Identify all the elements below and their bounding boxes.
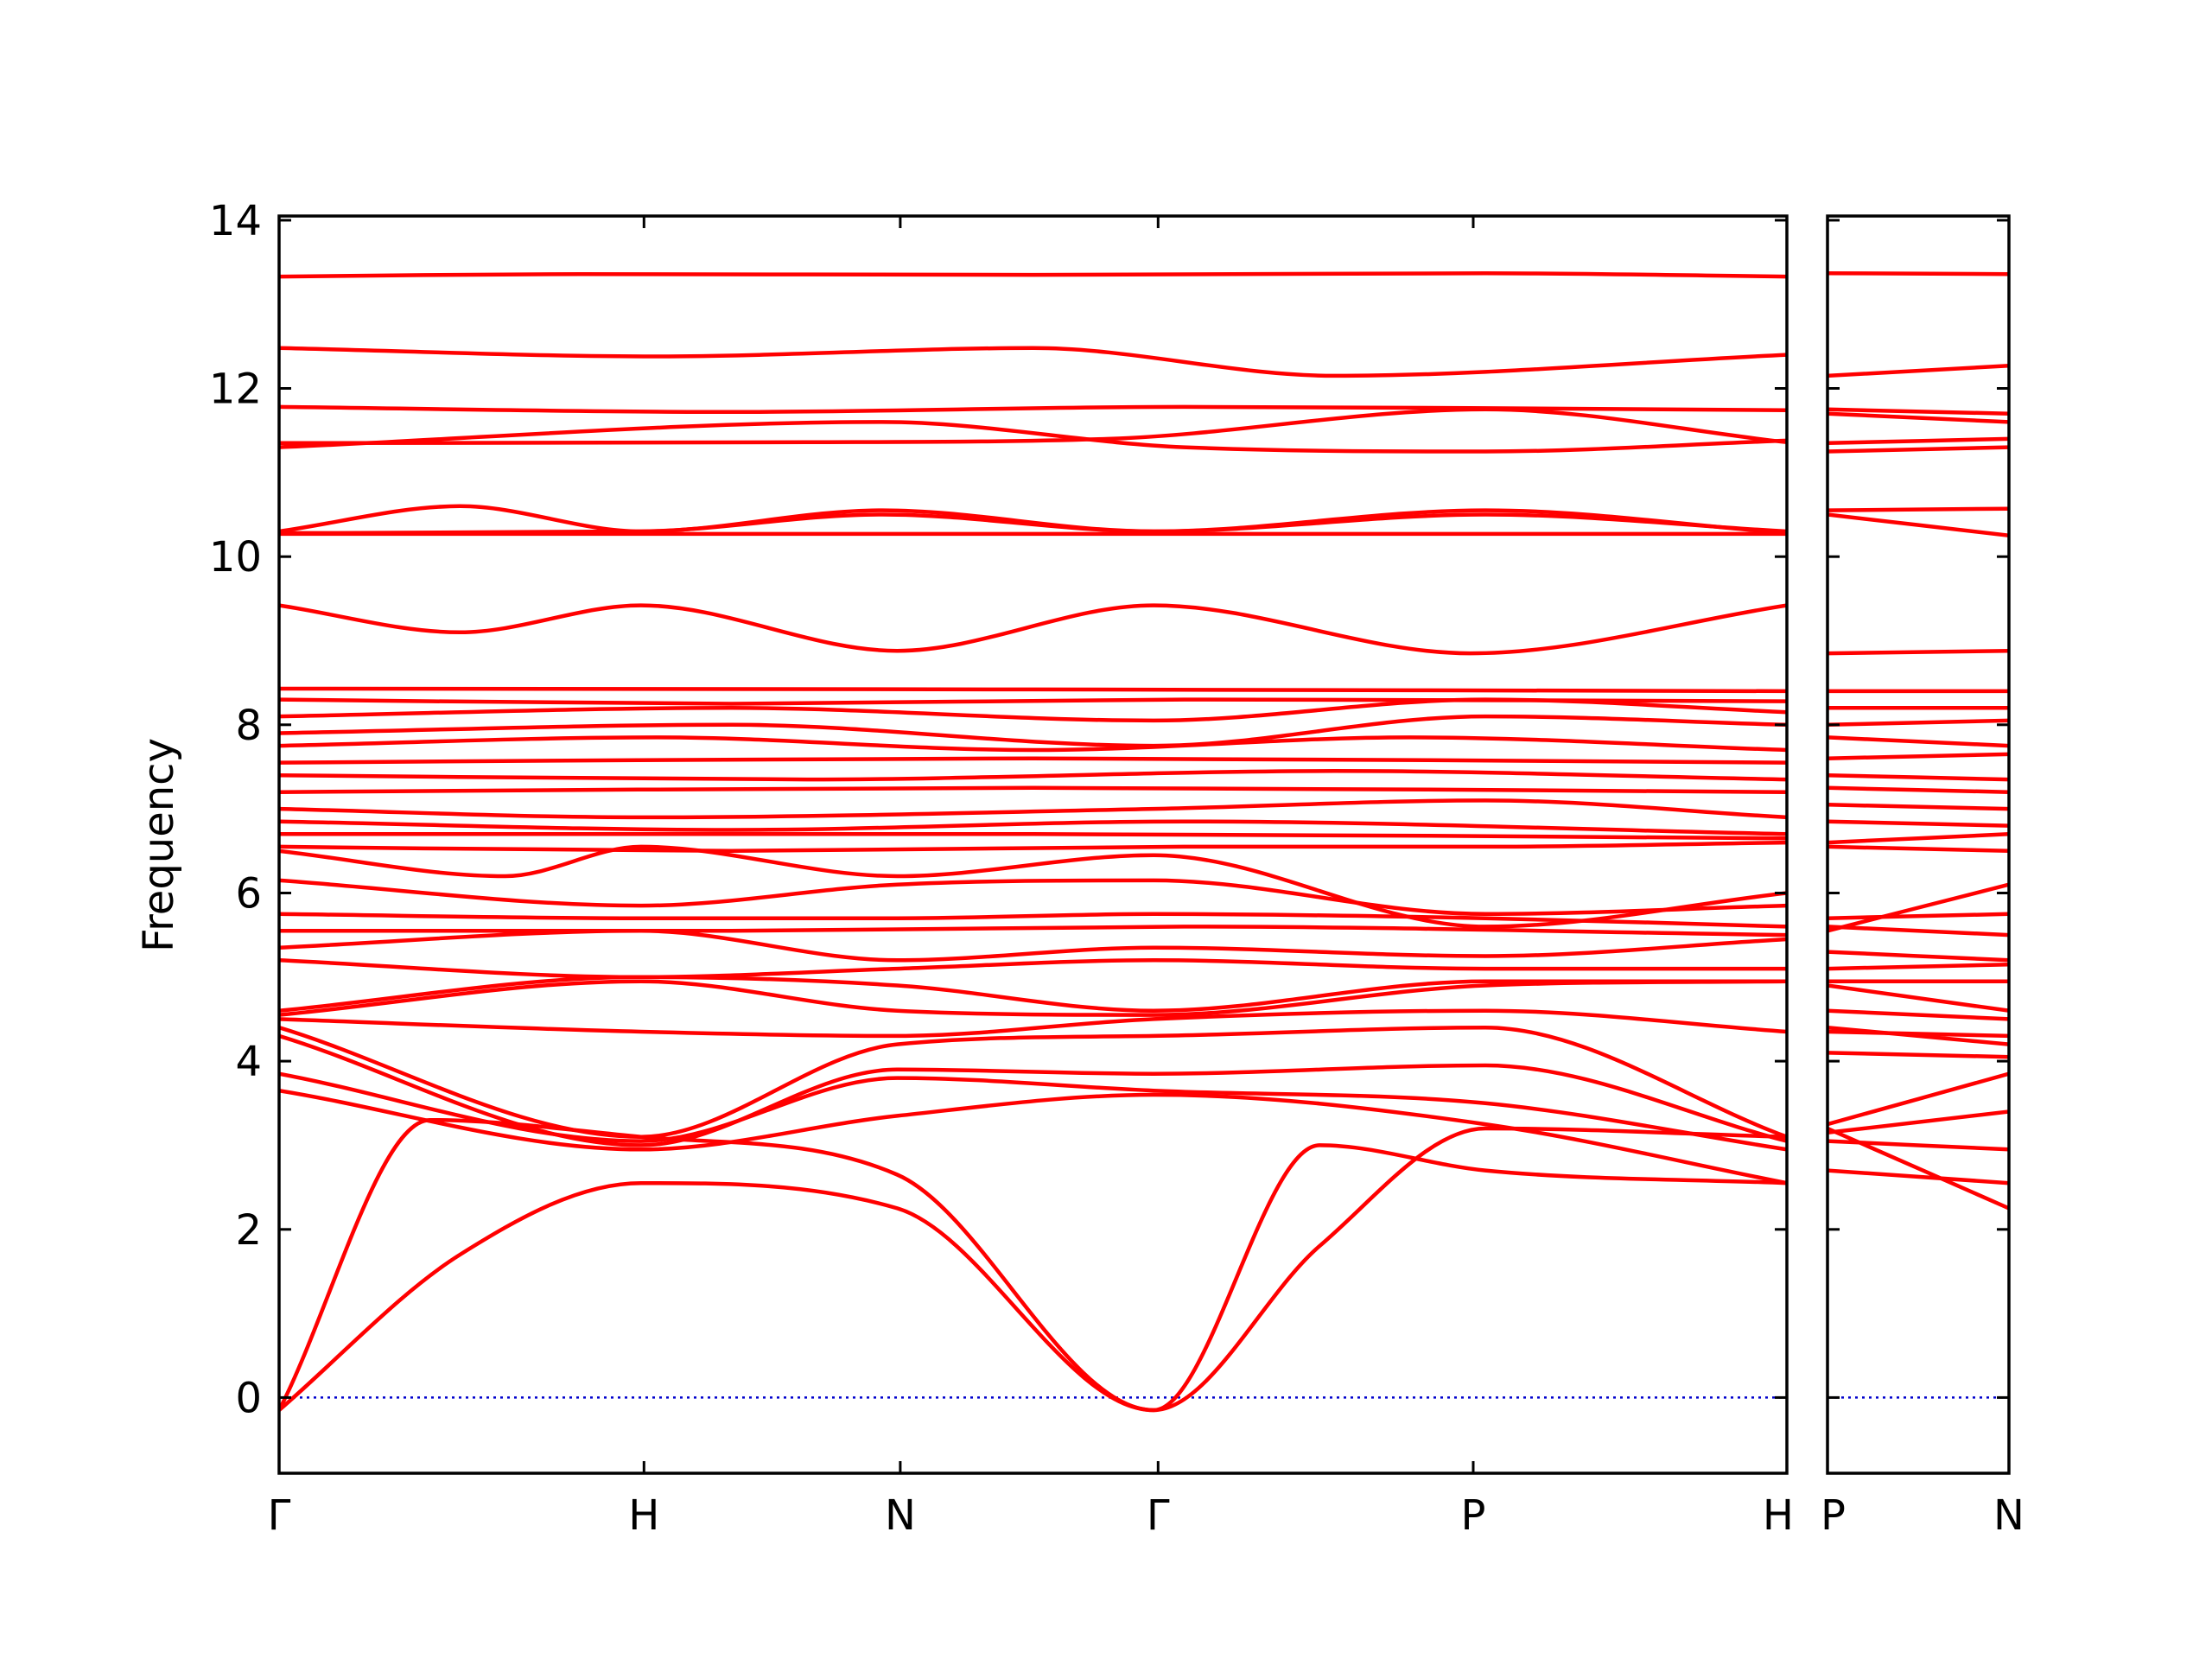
y-tick-label: 2 (235, 1206, 262, 1255)
band-24 (1827, 950, 2009, 963)
band-32 (1827, 1071, 2009, 1127)
x-tick-label: P (1461, 1491, 1486, 1540)
band-25 (279, 925, 1787, 938)
x-tick-label: Γ (1147, 1491, 1170, 1540)
band-13 (279, 714, 1787, 748)
band-10 (279, 686, 1787, 694)
x-tick-label: Γ (268, 1491, 291, 1540)
band-21 (1827, 882, 2009, 933)
band-19 (279, 819, 1787, 836)
y-tick-label: 6 (235, 870, 262, 918)
band-30 (1827, 1029, 2009, 1039)
band-2 (1827, 363, 2009, 378)
y-tick-label: 14 (209, 197, 262, 245)
band-6 (1827, 445, 2009, 454)
band-20 (1827, 844, 2009, 854)
band-5 (1827, 436, 2009, 446)
y-tick-label: 0 (235, 1374, 262, 1422)
band-14 (1827, 752, 2009, 760)
y-tick-labels: 0 2 4 6 8 10 12 14 (209, 197, 262, 1423)
band-6 (279, 504, 1787, 536)
band-36 (279, 1126, 1787, 1413)
y-tick-label: 4 (235, 1038, 262, 1086)
band-13 (1827, 735, 2009, 748)
ticks-left (277, 216, 1789, 1473)
plot-frame-left (277, 214, 1789, 1475)
band-30 (279, 1008, 1787, 1039)
band-21 (279, 840, 1787, 854)
band-22 (279, 844, 1787, 929)
band-12 (1827, 718, 2009, 728)
band-17 (1827, 803, 2009, 811)
y-tick-label: 12 (209, 365, 262, 414)
band-22 (1827, 912, 2009, 920)
plot-frame-right (1826, 214, 2011, 1475)
band-28 (1827, 1008, 2009, 1021)
band-25 (1827, 962, 2009, 971)
x-tick-label: P (1821, 1491, 1846, 1540)
band-2 (279, 346, 1787, 378)
band-26 (279, 929, 1787, 963)
bands-left (279, 270, 1787, 1413)
y-tick-label: 8 (235, 702, 262, 750)
band-1 (279, 270, 1787, 279)
x-tick-label: N (885, 1491, 916, 1540)
band-35 (1827, 1168, 2009, 1185)
band-35 (279, 1117, 1787, 1413)
band-1 (1827, 270, 2009, 276)
band-8 (1827, 512, 2009, 538)
x-tick-label: H (628, 1491, 659, 1540)
band-4 (1827, 411, 2009, 424)
band-17 (279, 785, 1787, 794)
band-12 (279, 697, 1787, 723)
band-16 (1827, 785, 2009, 794)
band-33 (279, 1071, 1787, 1152)
band-27 (279, 958, 1787, 980)
band-7 (1827, 506, 2009, 512)
band-5 (279, 420, 1787, 454)
band-24 (279, 912, 1787, 929)
band-29 (279, 979, 1787, 1017)
bands-right (1827, 270, 2009, 1211)
y-axis-label: Frequency (135, 738, 183, 952)
band-29 (1827, 1025, 2009, 1046)
band-33 (1827, 1109, 2009, 1135)
band-34 (1827, 1139, 2009, 1152)
band-23 (1827, 925, 2009, 938)
y-tick-label: 10 (209, 533, 262, 582)
band-28 (279, 975, 1787, 1013)
band-14 (279, 735, 1787, 753)
band-34 (279, 1088, 1787, 1185)
band-36 (1827, 1126, 2009, 1211)
band-31 (1827, 1051, 2009, 1059)
ticks-right (1826, 216, 2011, 1473)
band-9 (1827, 648, 2009, 656)
band-20 (279, 832, 1787, 841)
band-9 (279, 603, 1787, 656)
x-tick-label: H (1763, 1491, 1794, 1540)
band-15 (1827, 772, 2009, 782)
band-4 (279, 407, 1787, 446)
band-19 (1827, 832, 2009, 845)
band-18 (279, 798, 1787, 820)
band-15 (279, 756, 1787, 765)
band-3 (1827, 407, 2009, 416)
band-16 (279, 769, 1787, 782)
band-23 (279, 878, 1787, 917)
band-7 (279, 512, 1787, 536)
band-18 (1827, 819, 2009, 828)
x-tick-label: N (1993, 1491, 2024, 1540)
band-27 (1827, 983, 2009, 1013)
